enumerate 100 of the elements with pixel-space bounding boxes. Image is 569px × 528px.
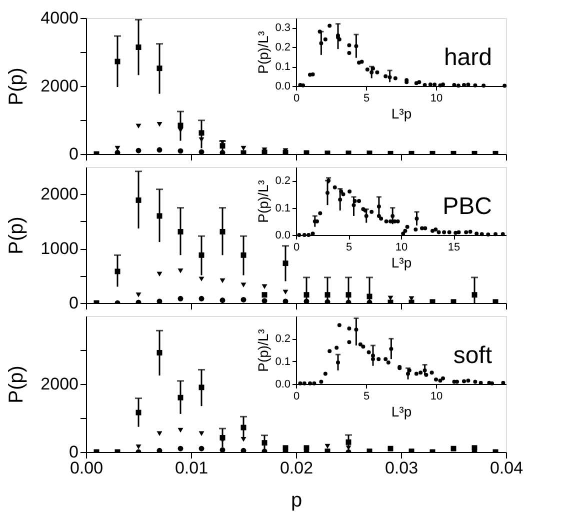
point	[500, 232, 505, 236]
y-axis-title: P(p)	[6, 68, 28, 106]
x-tick-label: 0.04	[490, 458, 524, 478]
point	[156, 147, 162, 153]
point	[482, 84, 486, 88]
point	[136, 197, 142, 203]
point	[178, 446, 184, 452]
point	[357, 199, 361, 203]
point	[472, 292, 478, 298]
point	[464, 230, 468, 234]
point	[156, 298, 162, 303]
point	[414, 216, 419, 221]
point	[438, 378, 442, 383]
point	[240, 424, 246, 430]
point	[354, 44, 358, 48]
point	[328, 349, 332, 354]
point	[450, 446, 456, 452]
x-tick-label: 0.01	[174, 458, 208, 478]
point	[156, 66, 162, 72]
point	[384, 219, 388, 224]
point	[376, 204, 381, 208]
y-axis-title: P(p)	[6, 366, 28, 404]
point	[434, 228, 438, 232]
point	[326, 190, 330, 195]
point	[454, 230, 458, 235]
annotation: PBC	[442, 193, 492, 220]
y-tick-label: 0.0	[275, 230, 290, 242]
point	[262, 440, 268, 446]
point	[337, 323, 342, 328]
point	[360, 60, 364, 64]
y-axis-title: P(p)	[6, 216, 28, 254]
point	[468, 230, 472, 234]
point	[156, 122, 162, 127]
point	[198, 384, 204, 390]
point	[371, 354, 375, 358]
point	[312, 381, 316, 386]
point	[364, 214, 368, 218]
y-axis-title: P(p)/L³	[255, 30, 272, 74]
point	[323, 37, 328, 42]
point	[347, 50, 352, 55]
point	[156, 213, 162, 219]
point	[220, 298, 226, 303]
point	[366, 350, 371, 354]
point	[406, 372, 410, 376]
point	[308, 381, 312, 386]
point	[301, 83, 305, 88]
point	[282, 260, 288, 266]
y-axis-title: P(p)/L³	[255, 180, 272, 223]
point	[324, 292, 330, 298]
point	[178, 428, 184, 433]
point	[386, 360, 390, 364]
point	[114, 58, 120, 64]
point	[114, 150, 120, 154]
y-tick-label: 2000	[40, 374, 78, 394]
x-tick-label: 0	[293, 242, 300, 254]
y-tick-label: 4000	[40, 8, 78, 28]
point	[240, 448, 246, 452]
point	[198, 296, 204, 302]
point	[328, 24, 332, 28]
point	[436, 230, 441, 234]
x-tick-label: 0	[293, 92, 300, 104]
y-tick-label: 0.1	[275, 61, 290, 74]
x-axis-title: L³p	[391, 106, 412, 122]
point	[298, 381, 302, 386]
point	[347, 340, 352, 344]
point	[220, 434, 226, 440]
point	[388, 75, 392, 80]
point	[456, 84, 460, 88]
point	[346, 439, 352, 445]
point	[354, 328, 358, 332]
point	[178, 296, 184, 302]
point	[417, 80, 422, 84]
point	[136, 148, 142, 154]
point	[178, 122, 184, 128]
point	[370, 70, 374, 74]
y-tick-label: 0.1	[275, 356, 290, 368]
point	[304, 445, 310, 451]
point	[302, 233, 306, 237]
point	[220, 278, 226, 284]
point	[430, 370, 434, 375]
y-tick-label: 0	[69, 144, 78, 164]
point	[282, 290, 288, 294]
point	[156, 350, 162, 356]
x-tick-label: 10	[430, 390, 443, 402]
point	[494, 232, 498, 236]
point	[384, 74, 388, 78]
point	[323, 372, 328, 376]
point	[441, 82, 445, 86]
point	[434, 377, 438, 382]
x-tick-label: 0.03	[384, 458, 418, 478]
point	[442, 230, 446, 234]
x-tick-label: 5	[363, 92, 370, 104]
point	[388, 296, 394, 300]
x-tick-label: 5	[346, 242, 352, 254]
point	[282, 298, 288, 303]
point	[220, 150, 226, 154]
point	[319, 41, 324, 46]
x-axis-title: L³p	[391, 254, 412, 270]
point	[339, 189, 344, 194]
point	[441, 376, 445, 380]
